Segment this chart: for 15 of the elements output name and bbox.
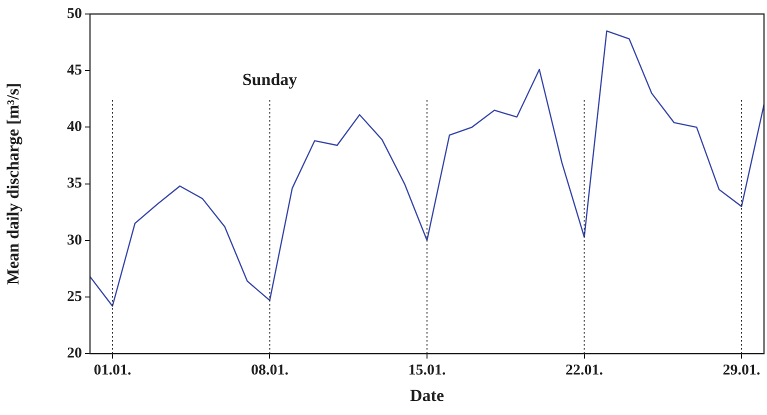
x-axis-title: Date [410,386,444,406]
x-tick-label: 22.01. [566,362,604,378]
x-tick-label: 08.01. [250,362,289,378]
x-tick-label: 01.01. [94,362,132,378]
y-tick-label: 25 [67,288,82,305]
y-tick-label: 30 [67,232,82,248]
y-tick-label: 50 [67,6,82,22]
y-tick-label: 35 [67,176,82,192]
y-tick-label: 45 [67,62,82,78]
y-axis-title: Mean daily discharge [m³/s] [4,82,23,285]
y-tick-label: 40 [67,119,82,136]
x-tick-label: 15.01. [408,362,446,378]
y-tick-label: 20 [67,345,82,362]
x-tick-label: 29.01. [722,362,761,378]
ref-line-label: Sunday [242,70,298,89]
